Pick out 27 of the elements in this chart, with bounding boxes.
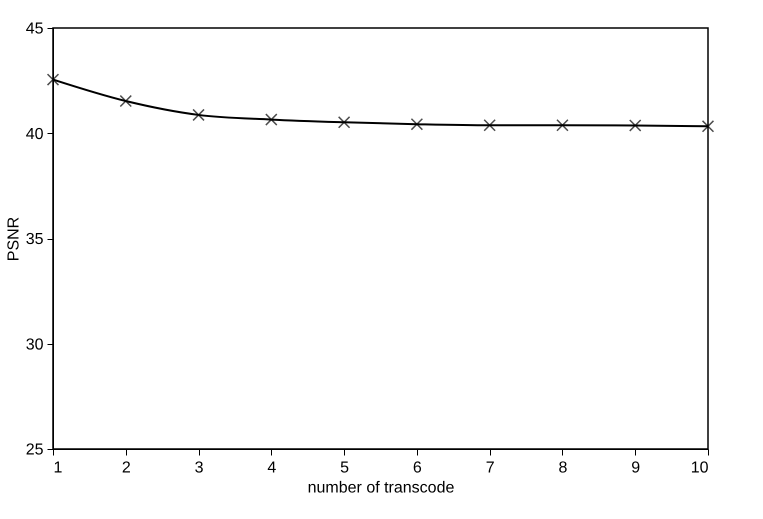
x-tick-label: 2 (122, 460, 131, 476)
point (192, 108, 205, 122)
point (410, 118, 424, 130)
y-tick-label: 30 (26, 336, 44, 354)
point (46, 73, 60, 86)
y-axis-title: PSNR (6, 216, 23, 262)
y-tick-label: 40 (26, 126, 44, 143)
x-tick-label: 7 (486, 460, 495, 476)
x-tick-label: 4 (267, 460, 276, 476)
x-tick-label: 6 (412, 460, 422, 476)
x-tick-label: 8 (558, 460, 568, 476)
y-tick-label: 45 (26, 20, 44, 38)
x-tick-label: 10 (690, 460, 709, 476)
point (628, 119, 642, 132)
point (265, 113, 278, 126)
point (556, 119, 569, 132)
x-axis-title: number of transcode (308, 480, 454, 496)
x-tick-label: 3 (194, 460, 204, 476)
x-tick-label: 1 (54, 460, 62, 476)
y-tick-label: 25 (26, 442, 44, 458)
x-tick-label: 5 (340, 460, 350, 476)
point (702, 120, 714, 133)
x-tick-label: 9 (631, 460, 640, 476)
y-tick-label: 35 (26, 231, 44, 248)
point (120, 94, 132, 108)
point (338, 116, 350, 129)
point (483, 119, 496, 132)
